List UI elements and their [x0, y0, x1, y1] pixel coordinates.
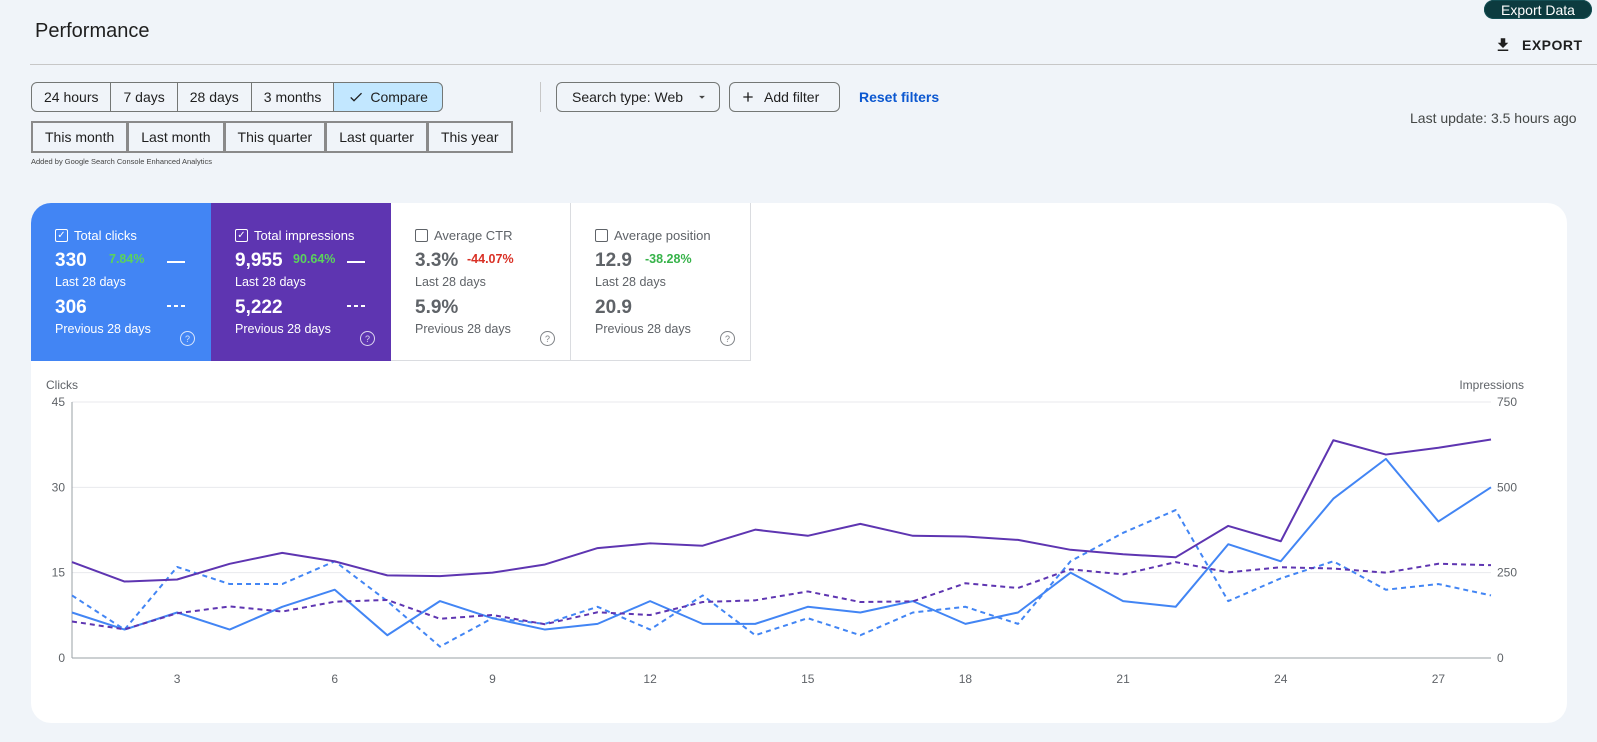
help-icon[interactable]: ? [720, 331, 735, 346]
y-axis-title-right: Impressions [1459, 378, 1524, 392]
metric-tile-ctr[interactable]: Average CTR 3.3% -44.07% Last 28 days 5.… [391, 203, 571, 361]
metric-label: Average position [614, 228, 711, 243]
range-this-year[interactable]: This year [426, 121, 513, 153]
metric-prev-value: 20.9 [595, 297, 632, 318]
range-this-month[interactable]: This month [31, 121, 128, 153]
metric-value: 12.9 [595, 250, 632, 271]
range-compare-label: Compare [370, 89, 428, 105]
export-label: EXPORT [1522, 37, 1583, 53]
solid-line-legend-icon [167, 261, 185, 263]
series-line-right-dashed [71, 561, 1492, 631]
metric-change: -44.07% [467, 252, 514, 266]
metric-period: Last 28 days [235, 275, 306, 289]
x-tick-label: 18 [959, 672, 973, 686]
metric-prev-value: 5.9% [415, 297, 459, 318]
checkbox-checked-icon[interactable]: ✓ [235, 229, 248, 242]
metric-prev-period: Previous 28 days [595, 322, 691, 336]
y-tick-label-right: 250 [1497, 566, 1517, 580]
help-icon[interactable]: ? [540, 331, 555, 346]
checkbox-unchecked-icon[interactable] [595, 229, 608, 242]
x-tick-label: 27 [1432, 672, 1446, 686]
date-range-group: 24 hours 7 days 28 days 3 months Compare [31, 82, 443, 112]
metric-prev-period: Previous 28 days [415, 322, 511, 336]
checkbox-checked-icon[interactable]: ✓ [55, 229, 68, 242]
metric-period: Last 28 days [595, 275, 666, 289]
page-title: Performance [35, 20, 150, 42]
metric-tiles: ✓ Total clicks 330 7.84% Last 28 days 30… [31, 203, 751, 361]
metric-tile-clicks[interactable]: ✓ Total clicks 330 7.84% Last 28 days 30… [31, 203, 211, 361]
metric-prev-period: Previous 28 days [235, 322, 331, 336]
y-tick-label-left: 30 [52, 480, 66, 494]
metric-value: 330 [55, 250, 87, 271]
export-data-button[interactable]: Export Data [1484, 0, 1592, 19]
reset-filters-link[interactable]: Reset filters [859, 89, 940, 105]
x-tick-label: 21 [1116, 672, 1130, 686]
dashed-line-legend-icon [167, 305, 185, 307]
search-type-label: Search type: Web [572, 89, 684, 105]
metric-change: 7.84% [109, 252, 145, 266]
range-last-quarter[interactable]: Last quarter [325, 121, 427, 153]
metric-change: 90.64% [293, 252, 336, 266]
help-icon[interactable]: ? [360, 331, 375, 346]
download-icon [1497, 38, 1509, 51]
metric-label: Average CTR [434, 228, 513, 243]
metric-label: Total clicks [74, 228, 137, 243]
caret-down-icon [699, 95, 705, 99]
range-3-months[interactable]: 3 months [250, 82, 335, 112]
range-7-days[interactable]: 7 days [110, 82, 178, 112]
series-line-left-solid [71, 457, 1492, 637]
range-compare[interactable]: Compare [333, 82, 443, 112]
metric-period: Last 28 days [415, 275, 486, 289]
x-tick-label: 6 [331, 672, 338, 686]
metric-change: -38.28% [645, 252, 692, 266]
checkbox-unchecked-icon[interactable] [415, 229, 428, 242]
metric-value: 9,955 [235, 250, 283, 271]
y-tick-label-right: 750 [1497, 395, 1517, 409]
metric-value: 3.3% [415, 250, 459, 271]
metric-prev-value: 306 [55, 297, 87, 318]
metric-tile-impressions[interactable]: ✓ Total impressions 9,955 90.64% Last 28… [211, 203, 391, 361]
range-24-hours[interactable]: 24 hours [31, 82, 112, 112]
x-tick-label: 12 [643, 672, 657, 686]
filter-divider [540, 82, 541, 112]
y-axis-title-left: Clicks [46, 378, 78, 392]
quick-range-group: This month Last month This quarter Last … [31, 121, 513, 153]
solid-line-legend-icon [347, 261, 365, 263]
extension-note: Added by Google Search Console Enhanced … [31, 157, 212, 166]
dashed-line-legend-icon [347, 305, 365, 307]
range-last-month[interactable]: Last month [127, 121, 224, 153]
range-28-days[interactable]: 28 days [176, 82, 252, 112]
y-tick-label-left: 0 [58, 651, 65, 665]
x-tick-label: 3 [174, 672, 181, 686]
y-tick-label-left: 15 [52, 566, 66, 580]
plus-icon [743, 92, 753, 102]
metric-prev-period: Previous 28 days [55, 322, 151, 336]
x-tick-label: 15 [801, 672, 815, 686]
metric-prev-value: 5,222 [235, 297, 283, 318]
y-tick-label-left: 45 [52, 395, 66, 409]
series-line-right-solid [71, 438, 1492, 583]
y-tick-label-right: 0 [1497, 651, 1504, 665]
performance-chart[interactable]: 0 0 15 250 30 500 45 750 Clicks Impressions 3 6 9 12 1… [31, 203, 1567, 723]
x-tick-label: 24 [1274, 672, 1288, 686]
export-button[interactable]: EXPORT [1494, 36, 1583, 54]
add-filter-button[interactable]: Add filter [729, 82, 840, 112]
performance-card: ✓ Total clicks 330 7.84% Last 28 days 30… [31, 203, 1567, 723]
header-divider [30, 64, 1597, 65]
metric-label: Total impressions [254, 228, 355, 243]
checkmark-icon [350, 92, 363, 102]
help-icon[interactable]: ? [180, 331, 195, 346]
add-filter-label: Add filter [764, 89, 820, 105]
range-this-quarter[interactable]: This quarter [223, 121, 326, 153]
metric-tile-position[interactable]: Average position 12.9 -38.28% Last 28 da… [571, 203, 751, 361]
metric-period: Last 28 days [55, 275, 126, 289]
x-tick-label: 9 [489, 672, 496, 686]
last-update-text: Last update: 3.5 hours ago [1410, 110, 1577, 126]
search-type-dropdown[interactable]: Search type: Web [556, 82, 720, 112]
y-tick-label-right: 500 [1497, 480, 1517, 494]
series-line-left-dashed [71, 509, 1492, 648]
